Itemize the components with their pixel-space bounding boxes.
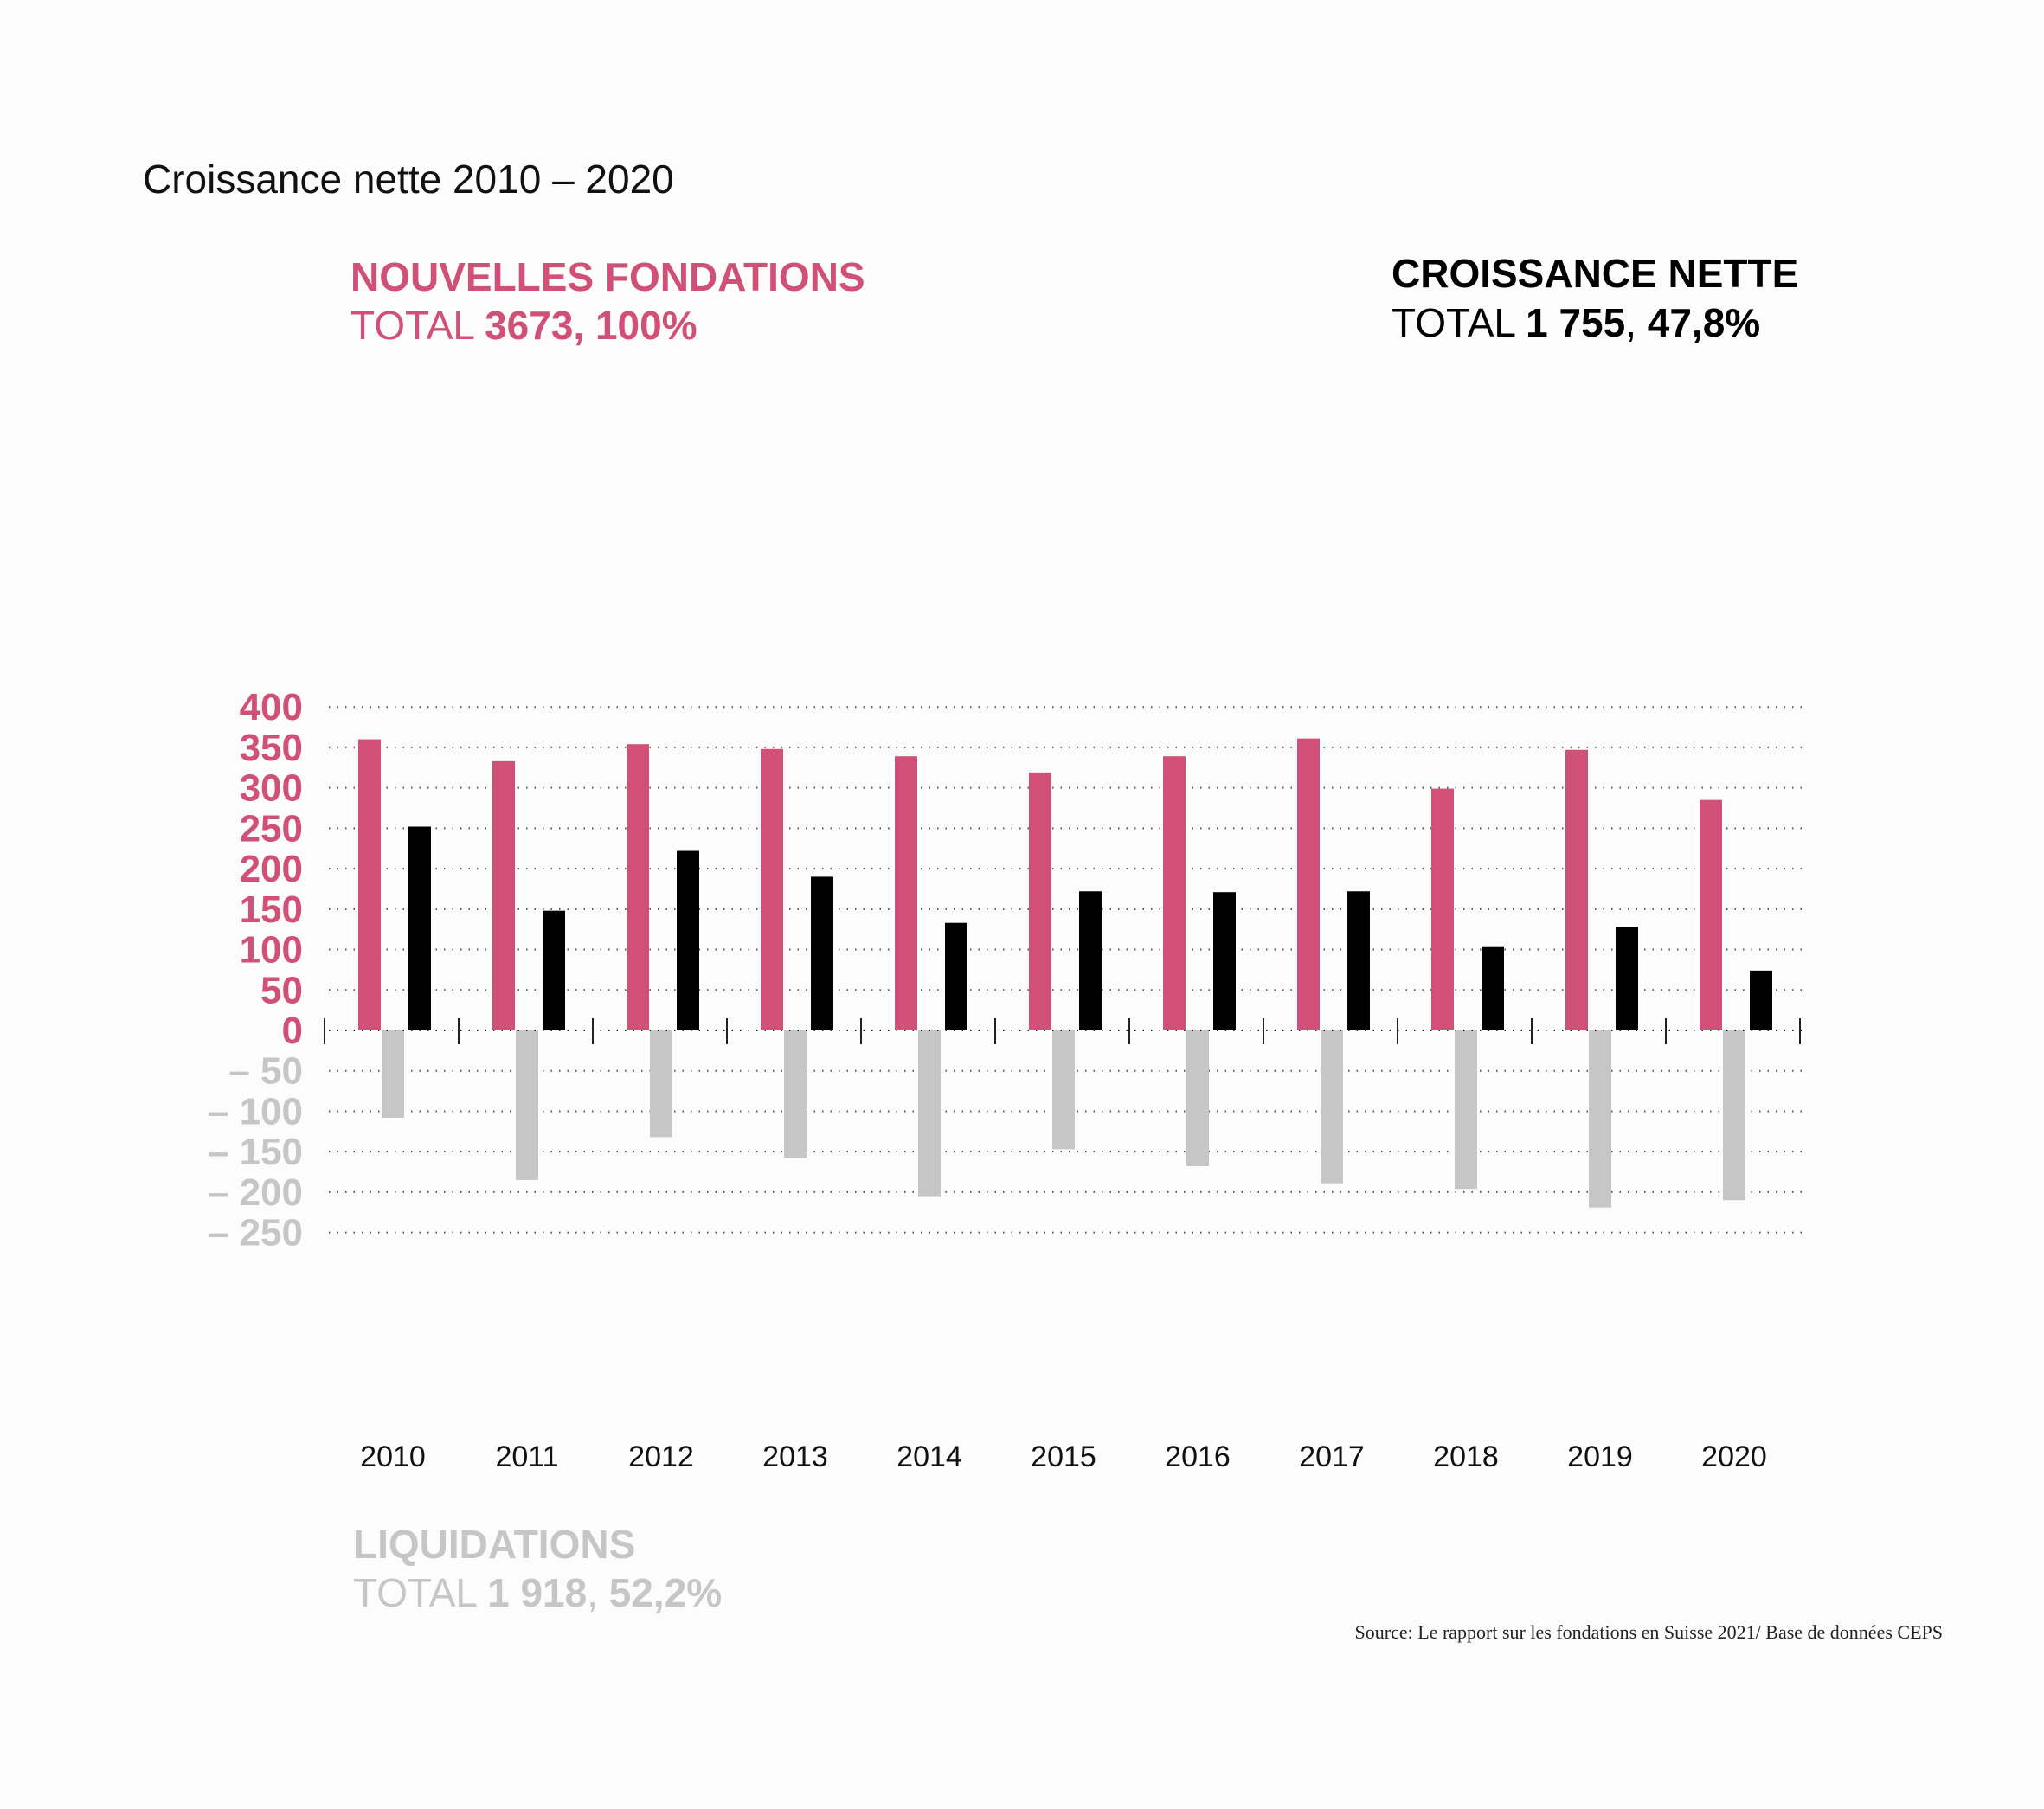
legend-liquidations: LIQUIDATIONS TOTAL 1 918, 52,2%	[353, 1522, 722, 1615]
y-tick-label: 350	[240, 727, 303, 769]
legend-croissance-total-pct: 47,8%	[1648, 300, 1760, 345]
bar-croissance-2018	[1482, 946, 1504, 1030]
zero-axis	[324, 1018, 1803, 1044]
legend-croissance-total-value: 1 755	[1526, 300, 1625, 345]
chart-title: Croissance nette 2010 – 2020	[143, 157, 674, 202]
x-tick-label: 2018	[1433, 1440, 1499, 1473]
bar-croissance-2013	[811, 876, 833, 1030]
x-tick-label: 2010	[360, 1440, 426, 1473]
y-tick-label: – 150	[208, 1131, 303, 1173]
bar-nouvelles-2018	[1431, 788, 1454, 1030]
x-tick-label: 2017	[1299, 1440, 1365, 1473]
bar-liquidations-2011	[516, 1030, 538, 1180]
bar-croissance-2011	[543, 910, 565, 1030]
x-axis: 2010 2011 2012 2013 2014 2015 2016 2017 2018 2019…	[360, 1440, 1767, 1473]
bar-nouvelles-2015	[1029, 772, 1051, 1030]
y-tick-label: – 50	[228, 1050, 303, 1093]
y-tick-label: – 200	[208, 1171, 303, 1214]
bar-liquidations-2018	[1455, 1030, 1477, 1190]
source-note: Source: Le rapport sur les fondations en…	[1355, 1621, 1943, 1643]
x-tick-label: 2012	[628, 1440, 694, 1473]
bar-nouvelles-2017	[1297, 738, 1320, 1030]
legend-croissance-total-prefix: TOTAL	[1392, 300, 1526, 345]
y-tick-label: 250	[240, 807, 303, 850]
y-tick-label: 300	[240, 767, 303, 810]
bar-croissance-2017	[1347, 891, 1370, 1030]
x-tick-label: 2020	[1701, 1440, 1767, 1473]
y-tick-label: 0	[282, 1010, 303, 1052]
legend-nouvelles-total-prefix: TOTAL	[350, 303, 485, 348]
bar-liquidations-2013	[784, 1030, 807, 1158]
bar-nouvelles-2010	[358, 739, 381, 1030]
bar-nouvelles-2011	[492, 760, 515, 1030]
legend-liquidations-name: LIQUIDATIONS	[353, 1522, 635, 1567]
legend-liquidations-total: TOTAL 1 918, 52,2%	[353, 1570, 722, 1615]
x-tick-label: 2011	[495, 1440, 558, 1473]
bar-liquidations-2020	[1723, 1030, 1745, 1201]
x-tick-label: 2014	[897, 1440, 962, 1473]
bar-nouvelles-2014	[895, 756, 917, 1030]
bar-nouvelles-2012	[627, 744, 649, 1030]
bar-nouvelles-2020	[1700, 799, 1722, 1030]
bar-liquidations-2015	[1052, 1030, 1075, 1150]
bar-nouvelles-2019	[1565, 749, 1588, 1030]
bar-liquidations-2010	[382, 1030, 404, 1118]
legend-liquidations-total-value: 1 918	[487, 1570, 587, 1615]
bar-croissance-2020	[1750, 970, 1772, 1030]
y-tick-label: 400	[240, 686, 303, 728]
bar-croissance-2015	[1079, 891, 1102, 1030]
y-tick-label: – 100	[208, 1090, 303, 1132]
bar-liquidations-2012	[650, 1030, 672, 1138]
legend-liquidations-total-prefix: TOTAL	[353, 1570, 487, 1615]
x-tick-label: 2016	[1165, 1440, 1231, 1473]
x-tick-label: 2019	[1567, 1440, 1633, 1473]
legend-nouvelles: NOUVELLES FONDATIONS TOTAL 3673, 100%	[350, 254, 865, 348]
legend-liquidations-total-pct: 52,2%	[609, 1570, 722, 1615]
bar-croissance-2016	[1213, 892, 1236, 1030]
y-tick-label: 100	[240, 929, 303, 972]
bar-liquidations-2014	[918, 1030, 941, 1197]
bar-liquidations-2016	[1186, 1030, 1209, 1166]
x-tick-label: 2015	[1031, 1440, 1096, 1473]
legend-croissance-total-sep: ,	[1625, 300, 1648, 345]
bar-liquidations-2017	[1321, 1030, 1343, 1184]
y-tick-label: – 250	[208, 1212, 303, 1254]
x-tick-label: 2013	[762, 1440, 828, 1473]
legend-nouvelles-total-value: 3673, 100%	[485, 303, 697, 348]
bar-croissance-2010	[408, 826, 431, 1030]
legend-croissance: CROISSANCE NETTE TOTAL 1 755, 47,8%	[1392, 251, 1798, 345]
bar-nouvelles-2016	[1163, 756, 1186, 1030]
legend-nouvelles-name: NOUVELLES FONDATIONS	[350, 254, 865, 299]
bar-nouvelles-2013	[761, 748, 783, 1030]
bar-croissance-2014	[945, 922, 967, 1030]
y-tick-label: 50	[260, 969, 303, 1011]
legend-nouvelles-total: TOTAL 3673, 100%	[350, 303, 697, 348]
legend-croissance-total: TOTAL 1 755, 47,8%	[1392, 300, 1760, 345]
bar-croissance-2012	[677, 850, 699, 1030]
bar-croissance-2019	[1616, 927, 1638, 1030]
legend-liquidations-total-sep: ,	[587, 1570, 609, 1615]
bar-liquidations-2019	[1589, 1030, 1611, 1208]
y-tick-label: 200	[240, 848, 303, 890]
legend-croissance-name: CROISSANCE NETTE	[1392, 251, 1798, 296]
y-tick-label: 150	[240, 888, 303, 931]
bars	[358, 738, 1772, 1208]
